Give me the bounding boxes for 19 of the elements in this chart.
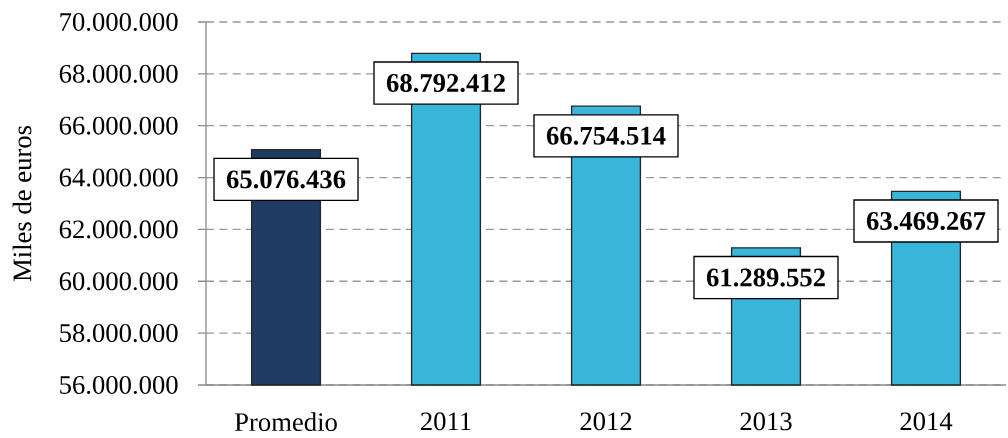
x-tick-label: 2012 [580,412,632,431]
data-label: 68.792.412 [386,73,505,93]
data-label: 63.469.267 [866,211,986,231]
data-label: 61.289.552 [706,268,825,287]
data-label: 66.754.514 [546,126,666,145]
y-axis-title: Miles de euros [12,125,32,282]
x-tick-label: 2014 [900,412,953,431]
y-tick-label: 68.000.000 [59,64,178,83]
y-tick-label: 62.000.000 [59,220,178,239]
y-tick-label: 58.000.000 [60,324,178,343]
y-tick-label: 56.000.000 [60,375,178,395]
y-tick-label: 66.000.000 [59,116,178,135]
x-tick-label: 2011 [421,412,471,431]
x-tick-label: 2013 [740,412,792,431]
x-tick-label: Promedio [234,412,337,432]
y-tick-label: 60.000.000 [59,272,178,291]
y-tick-label: 70.000.000 [60,12,178,32]
data-label: 65.076.436 [226,170,346,189]
y-tick-label: 64.000.000 [59,168,178,187]
